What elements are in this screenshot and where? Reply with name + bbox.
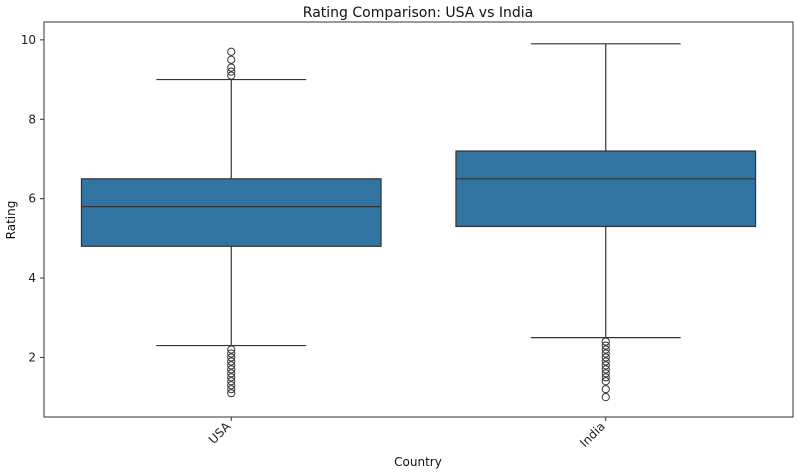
outlier-point xyxy=(601,365,610,374)
y-tick-label: 4 xyxy=(28,271,36,285)
outlier-point xyxy=(601,349,610,358)
y-tick-label: 6 xyxy=(28,192,36,206)
outlier-point xyxy=(227,385,236,394)
outlier-point xyxy=(601,393,610,402)
outlier-point xyxy=(227,67,236,76)
outlier-point xyxy=(227,47,236,56)
outlier-point xyxy=(601,337,610,346)
y-axis-label: Rating xyxy=(4,201,18,240)
outlier-point xyxy=(227,361,236,370)
chart-title: Rating Comparison: USA vs India xyxy=(303,5,533,21)
box-iqr xyxy=(80,178,382,247)
box-iqr xyxy=(455,150,757,228)
outlier-point xyxy=(601,341,610,350)
outlier-point xyxy=(227,377,236,386)
outlier-point xyxy=(601,377,610,386)
outlier-point xyxy=(601,361,610,370)
outlier-point xyxy=(227,55,236,64)
outlier-point xyxy=(227,71,236,80)
y-tick-label: 2 xyxy=(28,350,36,364)
y-tick-label: 10 xyxy=(21,33,36,47)
outlier-point xyxy=(227,389,236,398)
outlier-point xyxy=(601,385,610,394)
outlier-point xyxy=(227,357,236,366)
outlier-point xyxy=(601,353,610,362)
outlier-point xyxy=(227,369,236,378)
outlier-point xyxy=(601,369,610,378)
outlier-point xyxy=(601,357,610,366)
y-tick-label: 8 xyxy=(28,112,36,126)
outlier-point xyxy=(227,345,236,354)
outlier-point xyxy=(227,353,236,362)
outlier-point xyxy=(227,365,236,374)
x-axis-label: Country xyxy=(394,455,442,469)
outlier-point xyxy=(227,373,236,382)
outlier-point xyxy=(227,381,236,390)
outlier-point xyxy=(227,349,236,358)
outlier-point xyxy=(601,345,610,354)
outlier-point xyxy=(227,63,236,72)
outlier-point xyxy=(601,373,610,382)
plot-frame xyxy=(43,21,794,418)
